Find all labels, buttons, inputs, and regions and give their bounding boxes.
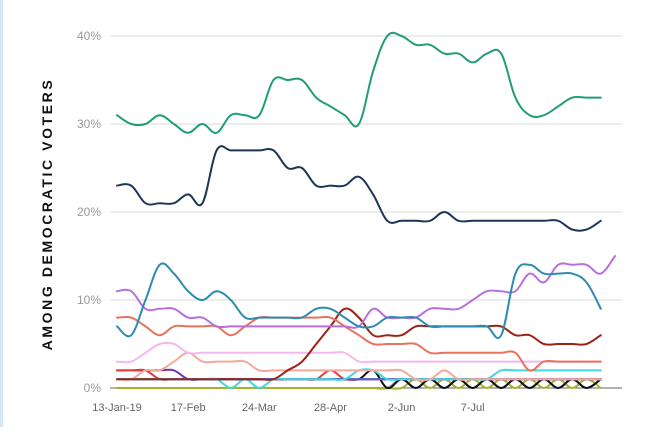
x-tick-labels: 13-Jan-19 17-Feb 24-Mar 28-Apr 2-Jun 7-Jul — [92, 402, 484, 414]
left-edge-accent — [0, 0, 3, 427]
gridlines — [110, 35, 622, 389]
y-tick-label: 20% — [77, 205, 101, 219]
y-tick-label: 0% — [84, 381, 102, 395]
x-tick-label: 28-Apr — [314, 402, 347, 414]
y-tick-label: 30% — [77, 117, 101, 131]
series-line-8 — [116, 351, 602, 382]
series-line-14 — [116, 378, 602, 390]
series-line-7 — [116, 341, 602, 364]
x-tick-label: 2-Jun — [388, 402, 416, 414]
series-line-2 — [116, 145, 602, 232]
series-line-5 — [116, 315, 602, 372]
y-tick-label: 10% — [77, 293, 101, 307]
series-lines — [116, 31, 616, 390]
series-line-1 — [116, 31, 602, 134]
series-line-6 — [116, 307, 602, 381]
y-tick-label: 40% — [77, 29, 101, 43]
series-line-3 — [116, 262, 602, 340]
y-tick-labels: 0% 10% 20% 30% 40% — [77, 29, 101, 395]
x-tick-label: 7-Jul — [461, 402, 485, 414]
y-axis-label: AMONG DEMOCRATIC VOTERS — [39, 77, 55, 351]
x-tick-label: 24-Mar — [242, 402, 277, 414]
x-tick-label: 13-Jan-19 — [92, 402, 142, 414]
x-tick-label: 17-Feb — [171, 402, 206, 414]
series-line-4 — [116, 255, 616, 329]
